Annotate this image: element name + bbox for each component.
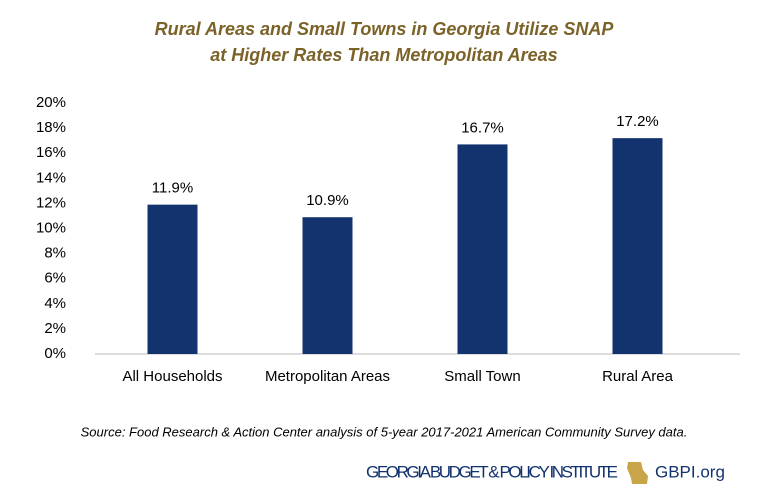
y-tick-label: 16% — [36, 144, 66, 161]
y-tick-label: 4% — [44, 295, 66, 312]
chart-title: at Higher Rates Than Metropolitan Areas — [210, 45, 557, 65]
bar — [457, 144, 508, 354]
y-tick-label: 18% — [36, 119, 66, 136]
x-tick-label: Rural Area — [602, 368, 674, 385]
bar — [302, 217, 353, 354]
website: GBPI.org — [655, 462, 725, 481]
value-label: 17.2% — [616, 113, 659, 130]
y-tick-label: 12% — [36, 194, 66, 211]
bar — [147, 204, 198, 354]
value-label: 11.9% — [152, 180, 193, 197]
y-tick-label: 14% — [36, 169, 66, 186]
y-tick-label: 8% — [44, 245, 66, 262]
georgia-icon — [627, 462, 648, 484]
x-tick-label: Small Town — [444, 368, 520, 385]
x-tick-label: Metropolitan Areas — [265, 368, 390, 385]
source: Source: Food Research & Action Center an… — [81, 424, 688, 439]
bar — [612, 138, 663, 354]
x-tick-label: All Households — [122, 368, 222, 385]
y-tick-label: 2% — [44, 320, 66, 337]
value-label: 16.7% — [461, 119, 504, 136]
chart-title: Rural Areas and Small Towns in Georgia U… — [155, 19, 615, 39]
y-tick-label: 6% — [44, 270, 66, 287]
organization: GEORGIA BUDGET & POLICY INSTITUTE — [366, 462, 618, 481]
value-label: 10.9% — [306, 192, 349, 209]
y-tick-label: 10% — [36, 219, 66, 236]
y-tick-label: 20% — [36, 94, 66, 111]
y-tick-label: 0% — [44, 345, 66, 362]
